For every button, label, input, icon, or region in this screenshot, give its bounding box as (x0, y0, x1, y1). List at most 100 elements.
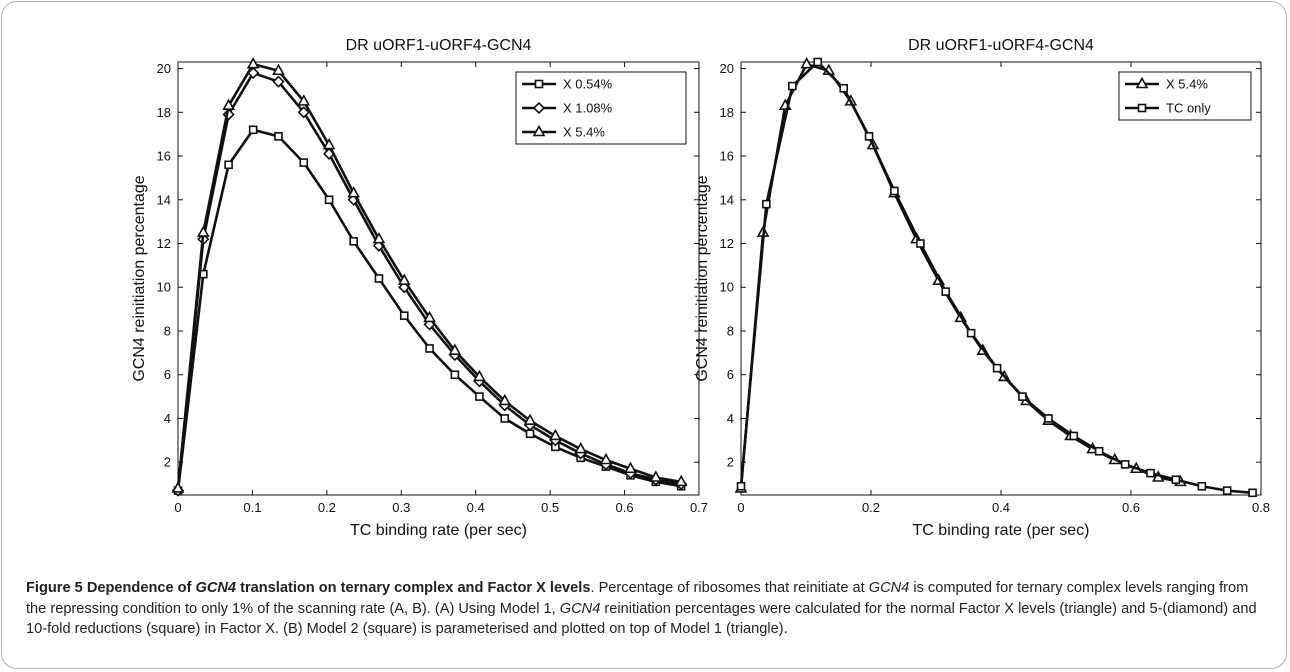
data-point (475, 392, 484, 401)
legend: X 5.4% TC only (1118, 71, 1252, 121)
legend-label: X 5.4% (1166, 77, 1208, 92)
x-tick-label: 0.2 (862, 500, 880, 515)
data-point (448, 343, 462, 355)
y-tick-label: 14 (157, 192, 171, 207)
y-tick-label: 6 (164, 367, 171, 382)
chart-title: DR uORF1-uORF4-GCN4 (346, 37, 532, 54)
series-square (736, 57, 1257, 498)
data-point (425, 344, 434, 353)
legend-marker (1135, 76, 1149, 89)
plot-area (177, 61, 700, 496)
y-tick-label: 20 (720, 61, 734, 76)
x-tick-label: 0.2 (318, 500, 336, 515)
data-point (297, 106, 310, 119)
data-point (1146, 468, 1155, 478)
data-point (423, 310, 436, 323)
data-point (523, 413, 537, 425)
data-point (966, 328, 976, 338)
data-point (196, 225, 210, 237)
data-point (272, 75, 285, 88)
data-point (1120, 460, 1130, 469)
y-tick-label: 2 (727, 455, 734, 470)
data-point (992, 363, 1002, 373)
data-point (171, 481, 185, 493)
x-tick-label: 0 (737, 500, 744, 515)
data-point (272, 63, 285, 76)
series-triangle (171, 57, 688, 493)
x-tick-label: 0.3 (392, 500, 410, 515)
plot-area (740, 61, 1262, 496)
x-tick-label: 0.4 (992, 500, 1010, 515)
data-point (813, 57, 823, 67)
x-axis-label: TC binding rate (per sec) (350, 522, 527, 539)
x-tick-label: 0.5 (541, 500, 559, 515)
x-tick-label: 0.6 (616, 500, 634, 515)
y-tick-label: 8 (727, 323, 734, 338)
data-point (248, 125, 258, 135)
series-line (739, 62, 1181, 489)
y-tick-label: 8 (164, 323, 171, 338)
x-axis-label: TC binding rate (per sec) (913, 522, 1090, 539)
caption-title-gene: GCN4 (195, 580, 237, 596)
data-point (274, 132, 283, 141)
y-tick-label: 16 (720, 149, 734, 164)
chart-title: DR uORF1-uORF4-GCN4 (908, 37, 1094, 54)
data-point (1094, 446, 1104, 456)
caption-title: Dependence of GCN4 translation on ternar… (87, 580, 591, 596)
figure-caption: Figure 5 Dependence of GCN4 translation … (26, 578, 1266, 640)
x-tick-label: 0.4 (467, 500, 485, 515)
legend: X 0.54% X 1.08% X 5.4% (515, 71, 687, 145)
y-tick-label: 6 (727, 367, 734, 382)
y-tick-label: 4 (164, 411, 171, 426)
data-point (1248, 488, 1257, 498)
x-tick-label: 0.1 (243, 500, 261, 515)
data-point (599, 452, 613, 465)
legend-label: X 5.4% (563, 125, 605, 140)
data-point (500, 414, 510, 423)
data-point (649, 470, 663, 482)
y-axis-label: GCN4 reinitiation percentage (694, 175, 711, 381)
data-point (1222, 486, 1232, 495)
y-tick-label: 12 (720, 236, 734, 251)
y-tick-label: 12 (157, 236, 171, 251)
x-tick-label: 0.8 (1252, 500, 1270, 515)
y-tick-label: 10 (720, 280, 734, 295)
data-point (1018, 392, 1027, 401)
caption-text-2: is computed for ternary complex levels r… (26, 580, 1249, 617)
data-point (1171, 475, 1181, 484)
data-point (916, 239, 925, 248)
data-point (473, 369, 486, 382)
y-tick-label: 4 (727, 411, 734, 426)
legend-marker (532, 124, 546, 137)
data-point (498, 393, 512, 406)
data-point (347, 186, 361, 198)
data-point (372, 231, 386, 244)
data-point (222, 98, 235, 111)
y-axis-label: GCN4 reinitiation percentage (131, 175, 148, 381)
data-point (324, 195, 334, 205)
x-tick-label: 0.7 (690, 500, 708, 515)
data-point (322, 137, 336, 150)
data-point (548, 428, 562, 441)
x-tick-label: 0 (174, 500, 181, 515)
data-point (736, 481, 746, 491)
data-point (890, 186, 899, 196)
data-point (800, 57, 814, 69)
legend-marker (532, 101, 546, 115)
data-point (397, 273, 411, 285)
legend-label: X 1.08% (563, 101, 613, 116)
data-point (762, 199, 771, 209)
legend-marker (534, 79, 544, 89)
data-point (574, 441, 588, 454)
data-point (246, 57, 260, 69)
data-point (624, 461, 637, 474)
data-point (788, 81, 797, 91)
series-line (739, 60, 1253, 495)
caption-text-3: reinitiation percentages were calculated… (26, 600, 1257, 638)
y-tick-label: 18 (720, 105, 734, 120)
x-tick-label: 0.6 (1122, 500, 1140, 515)
caption-gene-2: GCN4 (559, 600, 601, 617)
data-point (399, 311, 409, 320)
